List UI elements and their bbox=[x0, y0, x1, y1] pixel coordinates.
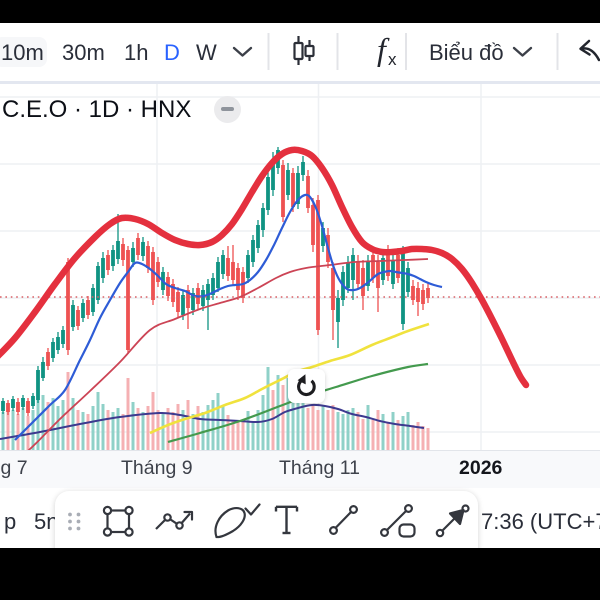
svg-text:x: x bbox=[388, 50, 397, 69]
